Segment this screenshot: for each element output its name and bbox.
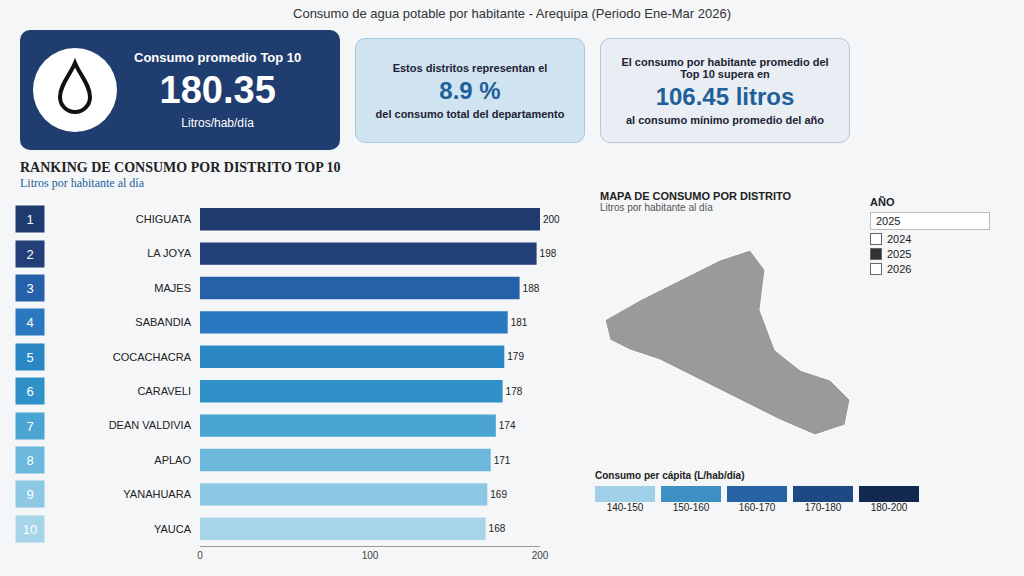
html-text:106.45 litros: 106.45 litros <box>655 82 795 110</box>
html-text:Consumo promedio Top 10: Consumo promedio Top 10 <box>134 50 302 65</box>
html-text:180-200: 180-200 <box>870 502 908 513</box>
svg-text:171: 171 <box>494 455 511 466</box>
svg-text:200: 200 <box>532 550 549 561</box>
svg-text:169: 169 <box>490 489 507 500</box>
html-text:Litros por habitante al día: Litros por habitante al día <box>600 202 713 213</box>
html-text:2025: 2025 <box>887 248 912 260</box>
svg-text:10: 10 <box>23 522 37 537</box>
html-text:Consumo de agua potable por ha: Consumo de agua potable por habitante - … <box>293 6 731 21</box>
html-text:Estos distritos representan el: Estos distritos representan el <box>392 61 548 74</box>
html-text:2025: 2025 <box>876 215 901 227</box>
svg-text:7: 7 <box>26 419 33 434</box>
html-text:150-160: 150-160 <box>672 502 710 513</box>
svg-text:4: 4 <box>26 315 33 330</box>
html-text:RANKING DE CONSUMO POR DISTRIT: RANKING DE CONSUMO POR DISTRITO TOP 10 <box>20 160 341 175</box>
svg-text:COCACHACRA: COCACHACRA <box>113 351 192 363</box>
html-text:Litros por habitante al día: Litros por habitante al día <box>20 176 144 190</box>
svg-text:178: 178 <box>506 386 523 397</box>
svg-text:5: 5 <box>26 350 33 365</box>
svg-text:MAJES: MAJES <box>154 282 191 294</box>
html-text:Litros/hab/día: Litros/hab/día <box>181 116 254 130</box>
html-text:2024: 2024 <box>887 233 912 245</box>
svg-text:9: 9 <box>26 487 33 502</box>
html-text:160-170: 160-170 <box>738 502 776 513</box>
svg-text:APLAO: APLAO <box>154 454 191 466</box>
svg-text:174: 174 <box>499 420 516 431</box>
svg-text:YANAHUARA: YANAHUARA <box>123 488 191 500</box>
svg-text:SABANDIA: SABANDIA <box>135 316 191 328</box>
html-text:180.35: 180.35 <box>159 69 276 111</box>
svg-text:3: 3 <box>26 281 33 296</box>
svg-text:100: 100 <box>362 550 379 561</box>
svg-text:179: 179 <box>507 351 524 362</box>
html-text:170-180: 170-180 <box>804 502 842 513</box>
svg-text:CARAVELI: CARAVELI <box>137 385 191 397</box>
html-text:8.9 %: 8.9 % <box>439 76 501 104</box>
html-text:MAPA DE CONSUMO POR DISTRITO: MAPA DE CONSUMO POR DISTRITO <box>600 190 792 202</box>
svg-text:200: 200 <box>543 214 560 225</box>
svg-text:1: 1 <box>26 212 33 227</box>
svg-text:198: 198 <box>540 248 557 259</box>
svg-text:LA JOYA: LA JOYA <box>147 247 191 259</box>
svg-text:6: 6 <box>26 384 33 399</box>
svg-text:CHIGUATA: CHIGUATA <box>136 213 192 225</box>
svg-text:181: 181 <box>511 317 528 328</box>
html-text:2026: 2026 <box>887 263 912 275</box>
svg-text:8: 8 <box>26 453 33 468</box>
svg-text:YAUCA: YAUCA <box>154 523 192 535</box>
html-text:El consumo por habitante prome: El consumo por habitante promedio del To… <box>621 55 829 80</box>
html-text:al consumo mínimo promedio del: al consumo mínimo promedio del año <box>626 113 824 126</box>
html-text:AÑO: AÑO <box>870 196 895 208</box>
svg-text:188: 188 <box>523 283 540 294</box>
svg-text:DEAN VALDIVIA: DEAN VALDIVIA <box>109 419 192 431</box>
html-text:del consumo total del departam: del consumo total del departamento <box>375 107 565 120</box>
html-text:Consumo per cápita (L/hab/día): Consumo per cápita (L/hab/día) <box>595 470 745 481</box>
svg-text:0: 0 <box>197 550 203 561</box>
svg-text:168: 168 <box>489 523 506 534</box>
svg-text:2: 2 <box>26 247 33 262</box>
html-text:140-150: 140-150 <box>606 502 644 513</box>
